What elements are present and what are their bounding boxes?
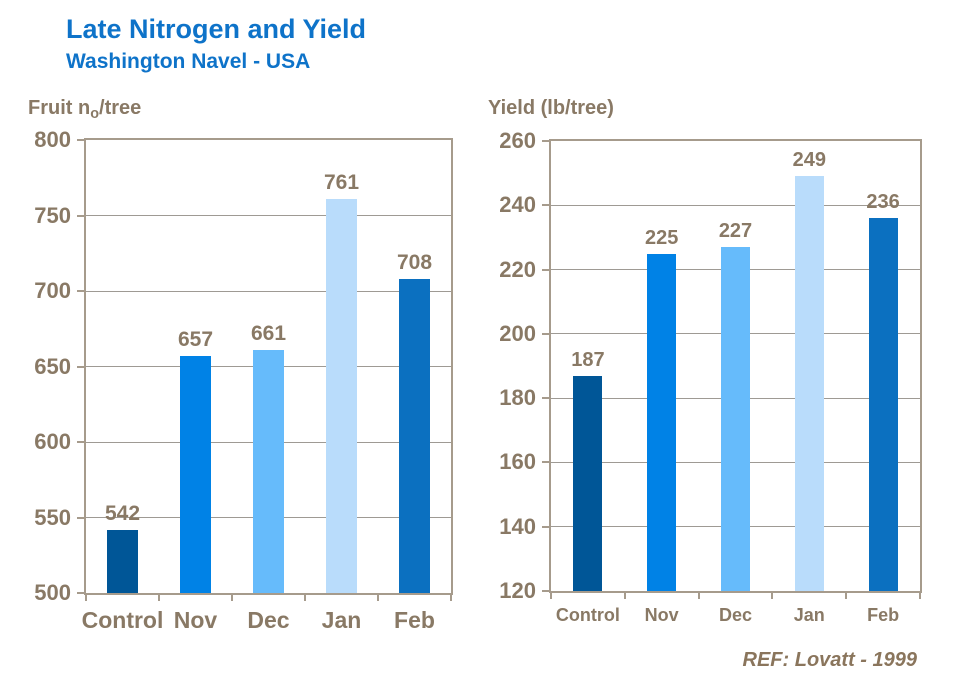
y-tick-label: 260: [499, 128, 536, 153]
y-tick-mark: [542, 590, 551, 592]
bar-value-label: 225: [645, 226, 679, 249]
x-tick-mark: [231, 593, 233, 601]
x-axis-label: Dec: [247, 607, 290, 633]
bar-value-label: 227: [718, 220, 753, 243]
bar-value-label: 187: [571, 348, 605, 371]
bar-value-label: 657: [177, 327, 214, 351]
x-tick-mark: [845, 591, 848, 599]
x-tick-mark: [771, 591, 774, 599]
bar-control: [573, 375, 603, 591]
y-tick-label: 140: [499, 513, 536, 539]
x-tick-mark: [623, 591, 626, 599]
y-tick-label: 500: [34, 580, 71, 605]
y-tick-label: 180: [499, 385, 536, 411]
bar-value-label: 761: [323, 170, 360, 194]
y-tick-label: 750: [34, 202, 71, 228]
y-tick-mark: [77, 139, 86, 141]
y-tick-mark: [77, 516, 86, 519]
y-tick-label: 600: [34, 429, 71, 454]
bar-value-label: 661: [250, 321, 287, 345]
y-tick-label: 800: [34, 127, 71, 152]
x-tick-mark: [85, 593, 87, 601]
bar-control: [107, 529, 138, 593]
x-tick-mark: [919, 591, 921, 599]
x-axis-label: Control: [81, 607, 164, 633]
bar-jan: [794, 176, 824, 591]
axis-title-text: /tree: [99, 97, 142, 119]
y-tick-mark: [542, 204, 551, 207]
bar-jan: [326, 198, 357, 593]
fruit-count-axis-title: Fruit no/tree: [28, 97, 141, 122]
gridline: [86, 215, 451, 216]
page-title: Late Nitrogen and Yield: [66, 14, 367, 44]
x-axis-label: Nov: [173, 607, 218, 633]
y-tick-mark: [77, 214, 86, 217]
y-tick-label: 650: [34, 353, 71, 379]
bar-value-label: 249: [792, 149, 826, 172]
bar-dec: [721, 247, 750, 591]
yield-axis-title: Yield (lb/tree): [488, 97, 614, 120]
y-tick-mark: [542, 268, 551, 271]
y-tick-mark: [542, 525, 551, 528]
x-axis-label: Dec: [718, 605, 753, 625]
axis-title-text: Fruit n: [28, 97, 91, 119]
y-tick-mark: [77, 365, 86, 368]
x-tick-mark: [697, 591, 700, 599]
yield-chart-plot: Yield (lb/tree) 120 140 160 180 200 220 240 260…: [488, 97, 922, 625]
y-tick-label: 120: [499, 578, 536, 603]
bar-value-label: 542: [104, 501, 141, 525]
x-axis-label: Jan: [321, 607, 362, 633]
x-axis-label: Jan: [793, 605, 825, 625]
y-tick-mark: [77, 592, 86, 594]
y-tick-label: 200: [499, 320, 536, 346]
gridline: [551, 204, 920, 206]
x-tick-mark: [550, 591, 552, 599]
y-tick-label: 160: [499, 449, 536, 475]
fruit-count-chart-plot: Fruit no/tree 500 550 600 650 700 750 800 542 Co…: [28, 97, 453, 633]
y-tick-mark: [542, 332, 551, 335]
axis-title-subscript: o: [90, 106, 100, 123]
x-tick-mark: [450, 593, 452, 601]
y-tick-mark: [77, 441, 86, 443]
x-axis-label: Feb: [867, 605, 900, 625]
y-tick-mark: [542, 461, 551, 464]
x-tick-mark: [304, 593, 306, 601]
x-tick-mark: [377, 593, 379, 601]
y-tick-label: 550: [34, 504, 71, 530]
bar-dec: [253, 349, 284, 593]
y-tick-mark: [77, 290, 86, 292]
page-subtitle: Washington Navel - USA: [66, 50, 311, 73]
axis-title-text: Yield (lb/tree): [488, 97, 614, 119]
x-axis-label: Feb: [394, 607, 435, 633]
x-tick-mark: [158, 593, 160, 601]
bar-nov: [647, 253, 677, 591]
y-tick-label: 240: [499, 192, 536, 218]
bar-nov: [180, 355, 211, 593]
bar-feb: [399, 278, 430, 593]
y-tick-label: 700: [34, 278, 71, 303]
bar-value-label: 708: [396, 250, 433, 274]
y-tick-mark: [542, 397, 551, 400]
bar-feb: [868, 218, 898, 591]
bar-value-label: 236: [866, 191, 900, 214]
x-axis-label: Nov: [644, 605, 679, 625]
x-axis-label: Control: [555, 605, 620, 625]
reference-text: REF: Lovatt - 1999: [742, 649, 917, 671]
gridline: [86, 290, 451, 292]
y-tick-label: 220: [499, 256, 536, 282]
y-tick-mark: [542, 140, 551, 142]
